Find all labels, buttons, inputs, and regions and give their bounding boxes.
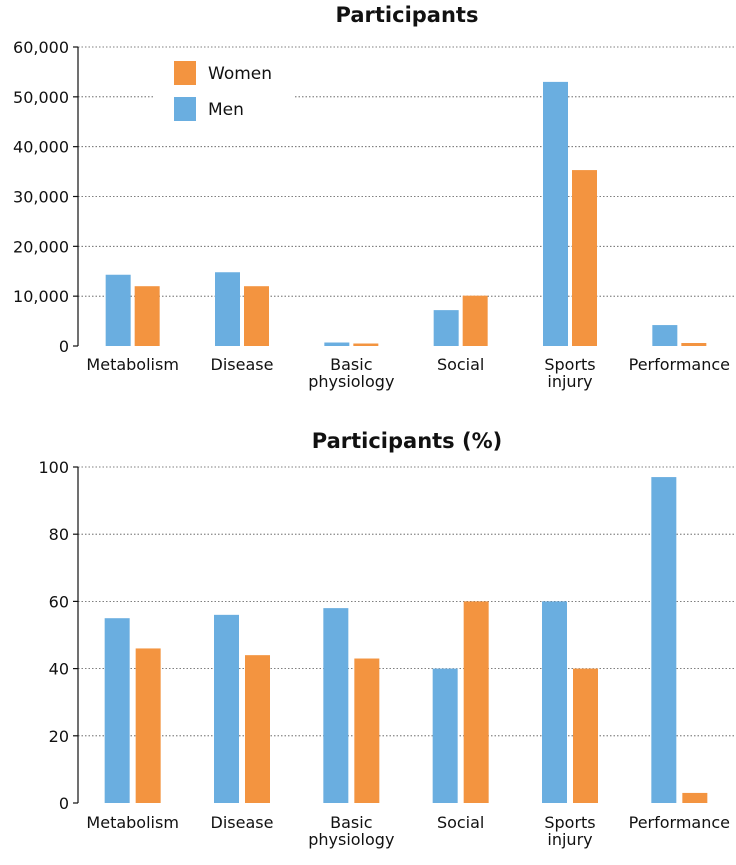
legend-label-men: Men — [208, 100, 244, 120]
bar-women — [244, 286, 269, 346]
x-category-label: Sports — [544, 355, 595, 374]
x-category-label: Performance — [629, 813, 730, 832]
bar-men — [432, 668, 458, 803]
x-category-label: injury — [547, 830, 592, 849]
participants-chart: Participants 0 10,000 20,000 30,000 40,000 50,… — [13, 3, 734, 391]
bar-men — [105, 274, 131, 346]
x-category-label: physiology — [308, 830, 394, 849]
x-category-label: Social — [437, 813, 484, 832]
chart-title: Participants — [336, 3, 479, 27]
legend-swatch-women — [174, 61, 196, 85]
x-category-label: physiology — [308, 372, 394, 391]
bar-men — [104, 618, 130, 803]
y-tick-label: 40 — [49, 660, 69, 679]
y-tick-label: 20,000 — [13, 237, 69, 256]
x-category-label: Metabolism — [86, 813, 178, 832]
x-category-label: Metabolism — [86, 355, 178, 374]
bar-women — [245, 655, 270, 803]
participants-percent-chart: Participants (%) 0 20 40 60 80 100 Metabolism Di… — [38, 429, 734, 849]
y-tick-label: 0 — [59, 794, 69, 813]
y-tick-label: 10,000 — [13, 287, 69, 306]
bar-men — [543, 81, 568, 346]
y-tick-label: 60,000 — [13, 38, 69, 57]
bar-women — [573, 668, 598, 803]
x-category-label: Performance — [629, 355, 730, 374]
bar-women — [354, 658, 380, 803]
chart-title: Participants (%) — [312, 429, 502, 453]
x-category-label: injury — [547, 372, 592, 391]
x-category-label: Basic — [330, 355, 372, 374]
bar-women — [463, 601, 489, 803]
x-category-label: Disease — [211, 355, 274, 374]
bar-women — [134, 286, 160, 346]
x-category-label: Basic — [330, 813, 372, 832]
x-category-label: Disease — [211, 813, 274, 832]
y-tick-label: 30,000 — [13, 188, 69, 207]
y-tick-label: 100 — [38, 458, 69, 477]
y-tick-label: 20 — [49, 727, 69, 746]
bar-women — [682, 792, 708, 803]
bar-women — [135, 648, 161, 803]
bar-women — [462, 295, 488, 346]
bar-men — [542, 601, 567, 803]
bar-women — [681, 343, 707, 346]
x-category-label: Social — [437, 355, 484, 374]
legend-swatch-men — [174, 97, 196, 121]
y-tick-label: 50,000 — [13, 88, 69, 107]
x-category-label: Sports — [544, 813, 595, 832]
legend: Women Men — [154, 55, 294, 135]
bar-men — [651, 477, 677, 803]
y-tick-label: 0 — [59, 337, 69, 356]
y-tick-label: 80 — [49, 525, 69, 544]
bar-women — [572, 170, 597, 346]
bar-men — [215, 272, 240, 346]
bar-men — [214, 614, 239, 803]
bar-men — [652, 325, 678, 346]
legend-label-women: Women — [208, 64, 272, 84]
bar-men — [433, 310, 459, 346]
bar-men — [323, 608, 349, 803]
bar-women — [353, 343, 379, 346]
bar-men — [324, 342, 350, 346]
y-tick-label: 60 — [49, 592, 69, 611]
y-tick-label: 40,000 — [13, 138, 69, 157]
